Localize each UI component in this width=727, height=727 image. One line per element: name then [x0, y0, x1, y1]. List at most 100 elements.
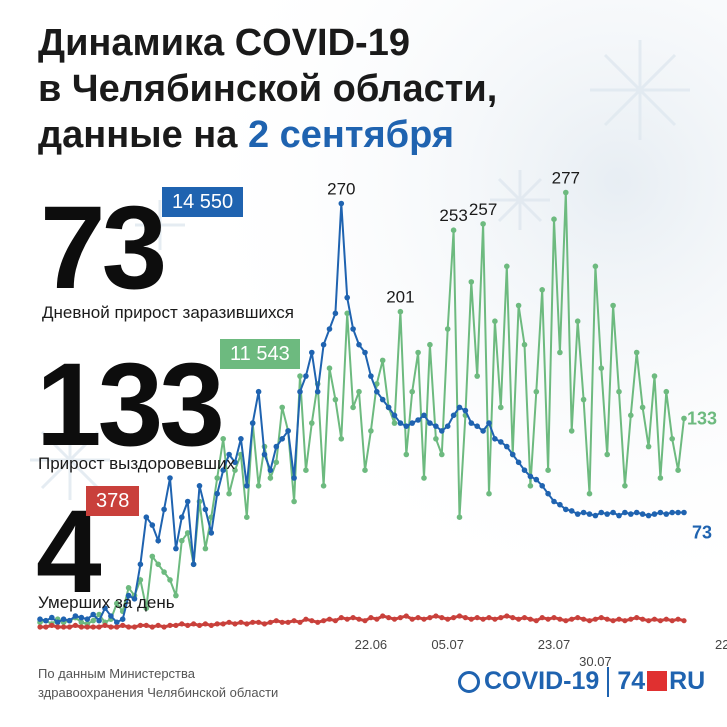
data-point-infected: [504, 443, 510, 450]
data-point-recovered: [633, 349, 640, 356]
data-point-deaths: [250, 619, 256, 625]
infected-label: Дневной прирост заразившихся: [42, 303, 294, 322]
infected-daily-value: 73: [40, 182, 167, 314]
data-point-recovered: [628, 412, 634, 419]
data-point-deaths: [657, 618, 664, 624]
data-point-recovered: [515, 302, 522, 309]
data-point-infected: [338, 200, 345, 207]
data-point-infected: [468, 420, 475, 426]
data-point-infected: [362, 349, 368, 356]
title-date: 2 сентября: [247, 114, 455, 156]
data-point-deaths: [55, 624, 61, 630]
data-point-recovered: [397, 308, 404, 315]
data-point-recovered: [391, 420, 398, 426]
data-point-infected: [161, 506, 167, 513]
data-point-recovered: [303, 467, 309, 474]
data-point-infected: [261, 451, 268, 458]
data-point-deaths: [663, 616, 669, 622]
data-point-deaths: [149, 624, 155, 630]
data-point-infected: [539, 483, 545, 489]
data-point-recovered: [675, 467, 681, 474]
data-point-recovered: [592, 263, 599, 270]
data-point-recovered: [669, 436, 675, 442]
data-point-infected: [108, 613, 114, 619]
data-point-infected: [551, 498, 557, 505]
data-point-infected: [84, 616, 91, 622]
data-point-deaths: [43, 624, 49, 630]
data-point-infected: [267, 467, 274, 474]
data-point-recovered: [580, 396, 587, 403]
data-point-infected: [415, 417, 421, 423]
data-point-deaths: [315, 619, 321, 625]
data-point-recovered: [338, 436, 345, 442]
title-line-3-prefix: данные на: [38, 114, 238, 156]
data-point-infected: [580, 509, 587, 516]
data-point-infected: [663, 511, 670, 517]
data-point-recovered: [604, 451, 610, 458]
data-point-deaths: [598, 615, 604, 621]
data-point-recovered: [492, 318, 498, 325]
data-point-deaths: [267, 619, 273, 625]
data-point-recovered: [456, 514, 463, 520]
data-point-deaths: [634, 615, 640, 621]
data-point-infected: [545, 490, 551, 497]
deaths-total-badge: 378: [86, 486, 140, 516]
data-point-recovered: [610, 302, 616, 309]
data-point-deaths: [575, 615, 581, 621]
data-point-deaths: [397, 615, 403, 621]
data-point-deaths: [480, 616, 486, 622]
data-point-infected: [628, 511, 634, 517]
data-point-infected: [462, 407, 469, 414]
data-point-infected: [527, 473, 534, 480]
data-point-infected: [675, 509, 681, 516]
data-point-infected: [427, 420, 433, 426]
data-point-infected: [131, 596, 138, 602]
data-point-deaths: [516, 616, 522, 622]
data-point-infected: [356, 341, 362, 348]
data-point-recovered: [521, 341, 528, 348]
data-label: 257: [469, 200, 497, 219]
data-point-infected: [474, 423, 481, 430]
series-infected: [37, 200, 687, 626]
data-point-infected: [72, 613, 79, 619]
data-point-recovered: [244, 514, 250, 520]
data-point-infected: [433, 423, 439, 430]
infected-total-badge: 14 550: [162, 187, 244, 217]
title-line-3: данные на 2 сентября: [38, 112, 497, 158]
data-point-infected: [273, 443, 280, 450]
data-point-infected: [421, 412, 427, 419]
data-point-deaths: [102, 622, 108, 629]
data-point-infected: [255, 388, 262, 395]
data-point-infected: [592, 512, 599, 519]
data-point-recovered: [326, 365, 333, 372]
data-point-deaths: [356, 616, 362, 622]
data-point-deaths: [303, 616, 309, 622]
source-note: По данным Министерства здравоохранения Ч…: [38, 664, 278, 702]
data-point-infected: [368, 373, 374, 379]
data-point-deaths: [474, 615, 480, 621]
data-point-deaths: [37, 624, 43, 630]
data-point-deaths: [409, 616, 415, 622]
data-point-deaths: [616, 616, 622, 622]
data-point-recovered: [179, 537, 185, 544]
data-point-infected: [397, 420, 404, 426]
data-point-recovered: [486, 490, 492, 497]
data-point-recovered: [379, 357, 386, 364]
data-point-infected: [297, 388, 303, 395]
data-point-deaths: [96, 624, 102, 630]
data-point-deaths: [108, 624, 114, 630]
data-point-recovered: [356, 388, 362, 395]
data-point-infected: [49, 614, 55, 621]
data-point-recovered: [421, 475, 427, 481]
data-point-deaths: [120, 622, 126, 629]
data-point-recovered: [574, 318, 581, 325]
data-point-infected: [202, 506, 209, 513]
data-point-deaths: [651, 616, 658, 622]
data-point-deaths: [486, 615, 492, 621]
data-point-recovered: [220, 436, 226, 442]
data-point-deaths: [533, 618, 539, 624]
data-point-deaths: [78, 624, 84, 630]
data-point-infected: [391, 412, 398, 419]
data-point-deaths: [114, 624, 120, 630]
data-point-infected: [314, 388, 321, 395]
